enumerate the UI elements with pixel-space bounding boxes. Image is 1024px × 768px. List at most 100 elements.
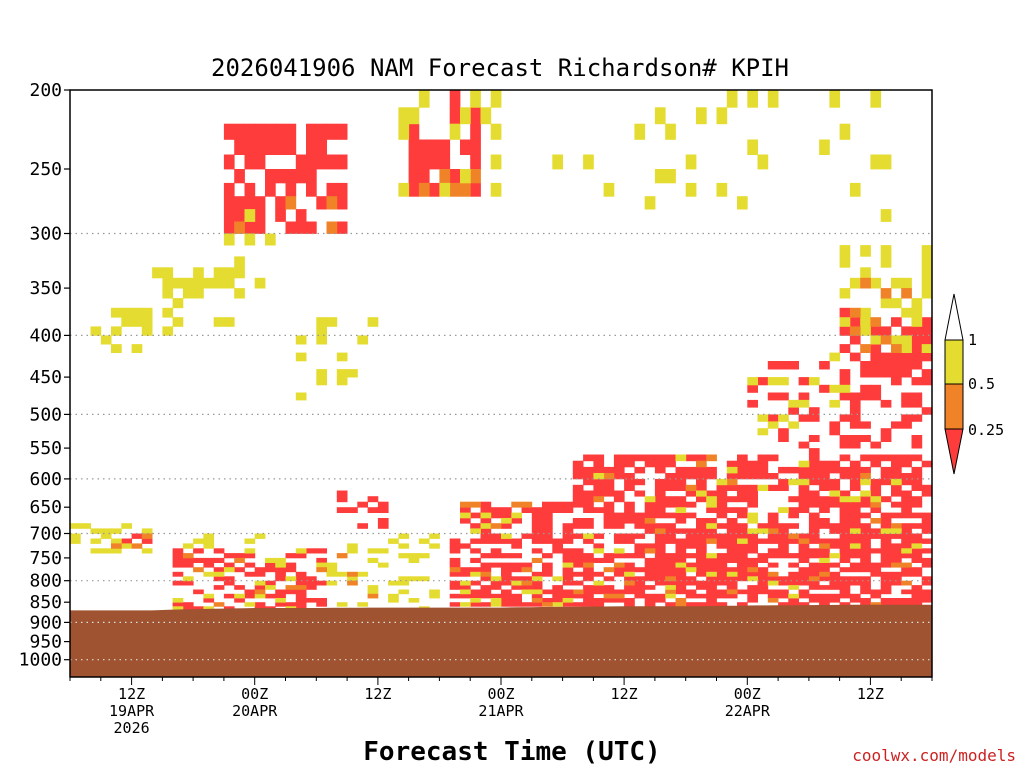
ri-cell-red <box>737 507 748 513</box>
ri-cell-red <box>788 507 799 513</box>
ri-cell-red <box>706 576 717 582</box>
ri-cell-yellow <box>634 123 646 140</box>
ri-cell-red <box>880 548 892 554</box>
ri-cell-red <box>911 441 923 449</box>
ri-cell-red <box>860 538 871 544</box>
ri-cell-yellow <box>254 277 266 289</box>
ri-cell-yellow <box>757 154 769 170</box>
ri-cell-yellow <box>747 528 758 534</box>
ri-cell-yellow <box>747 139 758 155</box>
ri-cell-yellow <box>326 580 338 586</box>
ri-cell-red <box>490 580 502 586</box>
ri-cell-red <box>675 585 687 590</box>
ri-cell-yellow <box>162 288 174 299</box>
ri-cell-red <box>234 598 245 603</box>
ri-cell-yellow <box>511 580 522 586</box>
ri-cell-red <box>901 598 912 603</box>
ri-cell-red <box>696 454 707 462</box>
ri-cell-red <box>891 460 902 468</box>
ri-cell-red <box>603 507 615 513</box>
ri-cell-red <box>603 523 615 529</box>
ri-cell-red <box>306 548 317 554</box>
ri-cell-red <box>870 528 882 534</box>
ri-cell-red <box>808 580 820 586</box>
y-tick-label: 700 <box>29 524 62 545</box>
ri-cell-red <box>295 553 307 559</box>
ri-cell-red <box>501 593 512 599</box>
ri-cell-red <box>911 344 923 353</box>
ri-cell-red <box>408 123 420 140</box>
ri-cell-red <box>275 571 286 577</box>
ri-cell-red <box>747 533 758 539</box>
ri-cell-red <box>603 585 615 590</box>
ri-cell-yellow <box>429 589 440 595</box>
ri-cell-red <box>583 557 594 563</box>
ri-cell-orange <box>726 478 738 486</box>
ri-cell-red <box>265 580 276 586</box>
ri-cell-red <box>829 523 841 529</box>
ri-cell-red <box>808 553 820 559</box>
ri-cell-red <box>480 507 492 513</box>
ri-cell-red <box>449 571 461 577</box>
ri-cell-yellow <box>408 107 420 125</box>
ri-cell-red <box>726 533 738 539</box>
ri-cell-red <box>644 593 656 599</box>
ri-cell-red <box>716 593 728 599</box>
ri-cell-yellow <box>644 496 656 503</box>
ri-cell-orange <box>685 484 697 491</box>
y-tick-label: 200 <box>29 80 62 101</box>
ri-cell-red <box>306 598 317 603</box>
ri-cell-red <box>726 518 738 524</box>
ri-cell-red <box>880 361 892 370</box>
ri-cell-red <box>849 392 861 401</box>
ri-cell-red <box>767 533 779 539</box>
ri-cell-red <box>849 460 861 468</box>
ri-cell-red <box>757 576 769 582</box>
ri-cell-red <box>849 421 861 429</box>
ri-cell-orange <box>901 580 912 586</box>
ri-cell-red <box>552 543 563 549</box>
ri-cell-red <box>819 523 830 529</box>
ri-cell-red <box>860 369 871 378</box>
ri-cell-red <box>603 518 615 524</box>
ri-cell-yellow <box>839 245 851 257</box>
ri-cell-red <box>531 548 543 554</box>
ri-cell-red <box>654 507 666 513</box>
ri-cell-red <box>634 548 646 554</box>
ri-cell-red <box>891 580 902 586</box>
ri-cell-yellow <box>398 182 410 197</box>
ri-cell-red <box>819 602 830 607</box>
ri-cell-red <box>767 576 779 582</box>
ri-cell-yellow <box>418 90 430 108</box>
ri-cell-red <box>839 553 851 559</box>
ri-cell-yellow <box>429 533 440 539</box>
ri-cell-red <box>531 512 543 519</box>
ri-cell-yellow <box>911 307 923 318</box>
ri-cell-yellow <box>100 533 112 539</box>
ri-cell-orange <box>470 501 481 508</box>
ri-cell-red <box>685 576 697 582</box>
ri-cell-red <box>306 585 317 590</box>
ri-cell-red <box>737 466 748 474</box>
ri-cell-red <box>624 518 635 524</box>
ri-cell-red <box>798 543 810 549</box>
ri-cell-red <box>480 562 492 568</box>
ri-cell-red <box>213 567 225 573</box>
ri-cell-red <box>470 589 481 595</box>
ri-cell-red <box>737 602 748 607</box>
ri-cell-red <box>819 478 830 486</box>
ri-cell-red <box>552 585 563 590</box>
ri-cell-red <box>696 557 707 563</box>
ri-cell-red <box>593 585 605 590</box>
ri-cell-red <box>572 501 584 508</box>
ri-cell-red <box>583 589 594 595</box>
ri-cell-red <box>849 484 861 491</box>
ri-cell-red <box>244 571 256 577</box>
ri-cell-red <box>552 507 563 513</box>
ri-cell-red <box>819 553 830 559</box>
ri-cell-red <box>911 377 923 386</box>
y-tick-label: 250 <box>29 159 62 180</box>
ri-cell-red <box>747 484 758 491</box>
ri-cell-red <box>829 593 841 599</box>
ri-cell-red <box>819 518 830 524</box>
